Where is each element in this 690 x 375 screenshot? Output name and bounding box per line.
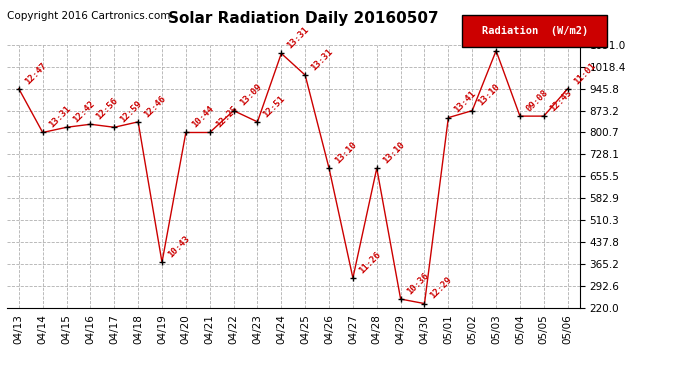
Text: 13:31: 13:31 [47, 104, 72, 130]
Text: 13:31: 13:31 [286, 25, 311, 51]
Text: 12:25: 12:25 [214, 104, 239, 130]
Text: 12:56: 12:56 [95, 96, 120, 122]
Text: 13:09: 13:09 [238, 82, 263, 108]
Text: 10:44: 10:44 [190, 104, 215, 130]
Text: 10:36: 10:36 [405, 271, 430, 296]
Text: 12:59: 12:59 [119, 99, 144, 124]
Text: 11:26: 11:26 [357, 250, 382, 275]
Text: 13:10: 13:10 [381, 140, 406, 165]
Text: 13:10: 13:10 [333, 140, 359, 165]
Text: 13:41: 13:41 [453, 90, 478, 115]
Text: Solar Radiation Daily 20160507: Solar Radiation Daily 20160507 [168, 11, 439, 26]
Text: 13:10: 13:10 [500, 22, 526, 48]
Text: 11:01: 11:01 [572, 61, 598, 86]
Text: 13:31: 13:31 [309, 47, 335, 72]
Text: 10:43: 10:43 [166, 234, 192, 260]
Text: 13:10: 13:10 [476, 82, 502, 108]
Text: 12:46: 12:46 [142, 94, 168, 119]
Text: 12:29: 12:29 [428, 275, 454, 301]
Text: 12:51: 12:51 [262, 94, 287, 119]
Text: 12:42: 12:42 [70, 99, 96, 124]
Text: 09:08: 09:08 [524, 88, 549, 113]
Text: 12:47: 12:47 [23, 61, 48, 86]
Text: 12:45: 12:45 [548, 88, 573, 113]
Text: Radiation  (W/m2): Radiation (W/m2) [482, 26, 588, 36]
Text: Copyright 2016 Cartronics.com: Copyright 2016 Cartronics.com [7, 11, 170, 21]
